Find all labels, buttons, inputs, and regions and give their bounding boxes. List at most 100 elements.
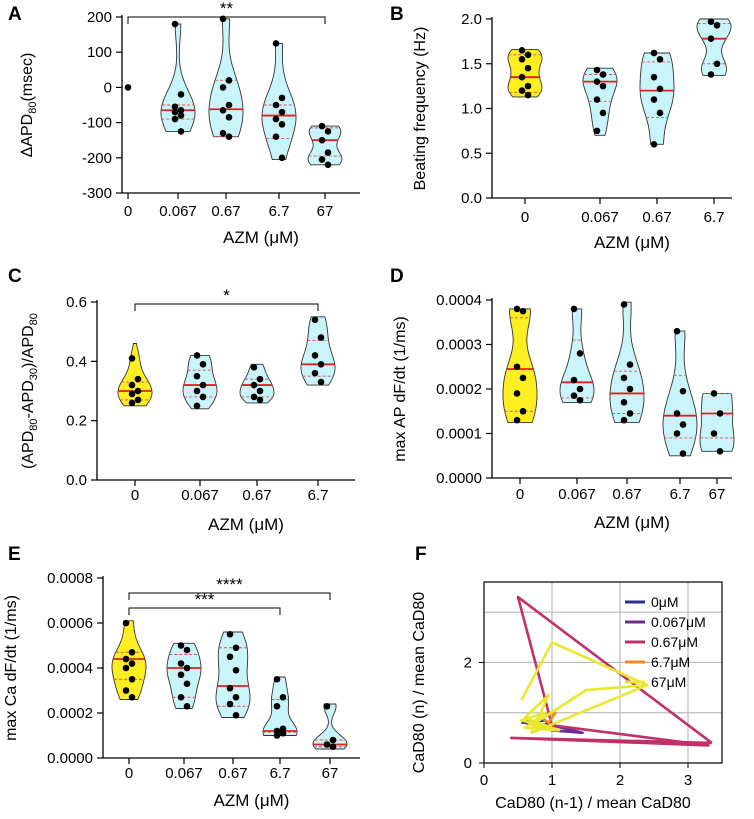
y-tick-label: 0.0002 <box>436 381 482 398</box>
legend-label: 0μM <box>651 594 679 610</box>
data-point <box>620 399 628 406</box>
y-axis-label-subscript: 80 <box>28 418 40 430</box>
panel-label-F: F <box>415 544 427 565</box>
bracket-line <box>127 16 326 24</box>
data-point <box>232 644 240 652</box>
x-axis-label-text: AZM ( <box>208 515 255 534</box>
data-point <box>519 307 527 315</box>
violin-6.7 <box>300 316 336 386</box>
y-tick-label: 0.6 <box>66 294 87 311</box>
data-point <box>599 109 607 117</box>
y-tick-label: 2.0 <box>461 11 482 28</box>
violin-0 <box>124 84 132 91</box>
x-tick-label: 0.67 <box>642 209 671 226</box>
x-axis-label-text: AZM ( <box>594 513 641 532</box>
significance-label: ** <box>220 0 234 18</box>
x-axis-label-text: AZM ( <box>214 791 261 810</box>
significance-bracket: **** <box>128 575 331 600</box>
data-point <box>128 660 136 667</box>
panel-label-D: D <box>390 266 404 287</box>
y-axis-label-text: Beating frequency (Hz) <box>412 27 429 191</box>
data-point <box>177 642 185 649</box>
x-tick-label: 0 <box>131 487 139 504</box>
y-tick-label: 1.0 <box>461 101 482 118</box>
y-axis-label-subscript: 80 <box>28 313 40 325</box>
panel-label-A: A <box>8 4 22 25</box>
x-axis-label: AZM (μM) <box>223 228 299 247</box>
legend-label: 0.67μM <box>651 634 698 650</box>
data-point <box>323 702 331 710</box>
data-point <box>256 375 264 383</box>
y-tick-label: 0.0004 <box>47 660 93 677</box>
y-tick-label: 0.4 <box>66 353 87 370</box>
data-point <box>122 655 130 663</box>
data-point <box>199 361 207 368</box>
x-tick-label: 0.067 <box>581 209 619 226</box>
significance-label: *** <box>195 590 215 609</box>
data-point <box>518 55 526 63</box>
y-axis-label: Beating frequency (Hz) <box>412 27 429 191</box>
data-point <box>177 660 185 667</box>
x-tick-label: 0 <box>521 209 529 226</box>
data-point <box>323 741 331 748</box>
data-point <box>593 78 601 85</box>
panel-label-E: E <box>8 544 21 565</box>
violin-0.067 <box>166 642 202 710</box>
data-point <box>716 410 724 417</box>
data-point <box>128 399 136 407</box>
y-tick-label: 0.0008 <box>47 570 93 587</box>
data-point <box>650 96 658 103</box>
y-tick-label: 0.5 <box>461 145 482 162</box>
x-axis-label-text: M) <box>264 515 284 534</box>
y-axis-label-text: )/APD <box>20 325 37 368</box>
x-tick-label: 0.067 <box>181 487 219 504</box>
panel-A: -300 -200 -100 0 100 200 0 0.067 0.67 6.7 67 ** <box>82 0 360 220</box>
y-tick-label: -200 <box>82 150 112 167</box>
series-line-0.67μM <box>509 595 713 747</box>
data-point <box>199 381 207 389</box>
data-point <box>193 372 201 380</box>
x-tick-label: 3 <box>684 772 692 789</box>
x-tick-label: 0.67 <box>211 203 240 220</box>
data-point <box>225 133 233 140</box>
x-tick-label: 2 <box>616 772 624 789</box>
data-point <box>707 71 715 78</box>
y-tick-label: 0.2 <box>66 413 87 430</box>
y-axis-label: CaD80 (n) / mean CaD80 <box>411 592 428 774</box>
data-point <box>710 390 718 397</box>
x-tick-label: 67 <box>322 765 339 782</box>
violin-body <box>662 330 698 457</box>
data-point <box>232 693 240 701</box>
data-point <box>256 387 264 395</box>
y-tick-label: 0.0004 <box>436 292 482 309</box>
data-point <box>273 732 281 739</box>
bracket-line <box>128 607 281 615</box>
violin-0 <box>117 343 153 407</box>
violin-body <box>307 125 343 166</box>
significance-label: * <box>223 286 230 305</box>
data-point <box>177 128 185 135</box>
data-point <box>128 693 136 701</box>
bracket-line <box>134 303 319 311</box>
panel-D: 0.0000 0.0001 0.0002 0.0003 0.0004 0 0.067 0.67… <box>436 292 735 503</box>
data-point <box>122 619 130 627</box>
y-tick-label: 0.0000 <box>436 470 482 487</box>
violin-0.067 <box>559 305 595 404</box>
data-point <box>273 702 281 710</box>
x-tick-label: 0.67 <box>218 765 247 782</box>
legend-label: 6.7μM <box>651 654 690 670</box>
data-point <box>278 94 286 102</box>
y-tick-label: 0.0002 <box>47 705 93 722</box>
data-point <box>513 363 521 371</box>
data-point <box>707 18 715 25</box>
y-tick-label: -100 <box>82 115 112 132</box>
data-point <box>524 82 532 90</box>
data-point <box>576 396 584 404</box>
y-tick-label: 0.0003 <box>436 337 482 354</box>
data-point <box>518 73 526 81</box>
data-point <box>193 402 201 410</box>
data-point <box>679 450 687 457</box>
x-axis-label-text: M) <box>279 228 299 247</box>
violin-67 <box>312 702 348 751</box>
violin-0.67 <box>239 363 275 404</box>
